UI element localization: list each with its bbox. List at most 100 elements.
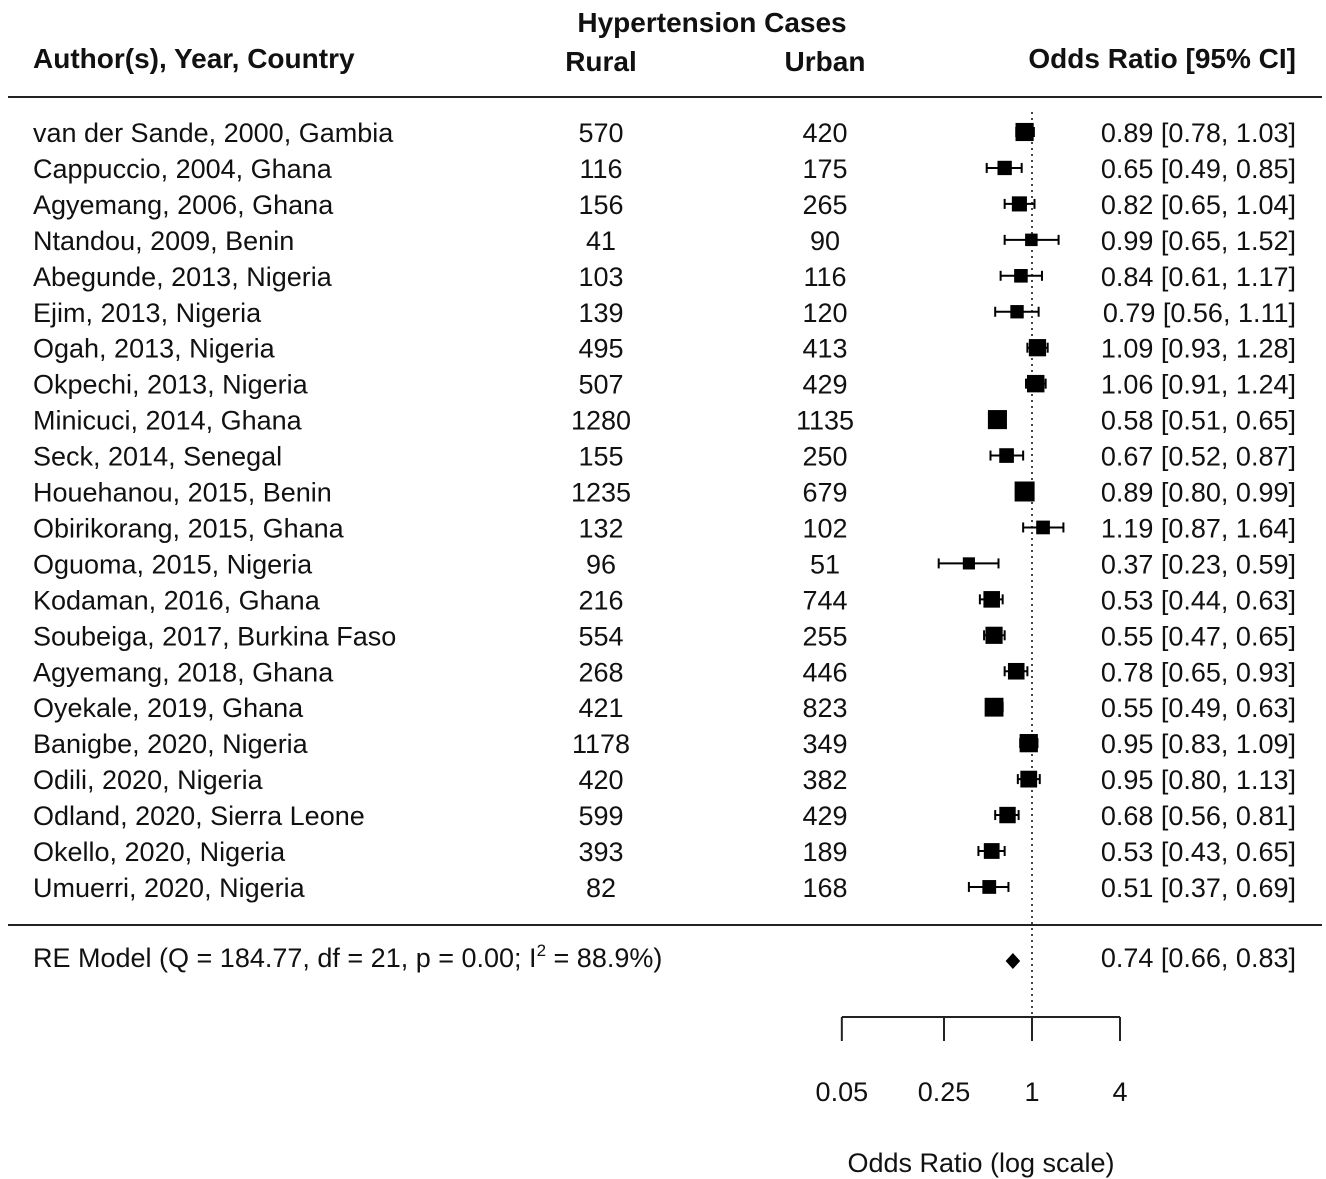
point-estimate — [1011, 196, 1027, 212]
ci-text: 0.58 [0.51, 0.65] — [1101, 406, 1296, 436]
point-estimate — [1010, 305, 1024, 319]
point-estimate — [983, 591, 1000, 608]
study-rows: van der Sande, 2000, Gambia 570 420 0.89 [0… — [33, 118, 1296, 903]
point-estimate — [999, 806, 1016, 824]
study-row: Ejim, 2013, Nigeria 139 120 0.79 [0.56, 1.1… — [33, 298, 1296, 328]
ci-text: 0.53 [0.44, 0.63] — [1101, 585, 1296, 615]
rural-cases: 393 — [578, 837, 623, 867]
urban-cases: 429 — [802, 370, 847, 400]
x-axis-label: Odds Ratio (log scale) — [847, 1148, 1114, 1178]
urban-cases: 255 — [802, 621, 847, 651]
study-label: Houehanou, 2015, Benin — [33, 478, 332, 508]
study-label: Okpechi, 2013, Nigeria — [33, 370, 309, 400]
study-label: Minicuci, 2014, Ghana — [33, 406, 303, 436]
ci-text: 0.89 [0.80, 0.99] — [1101, 478, 1296, 508]
urban-cases: 120 — [802, 298, 847, 328]
urban-cases: 175 — [802, 154, 847, 184]
urban-cases: 349 — [802, 729, 847, 759]
point-estimate — [997, 160, 1012, 176]
ci-text: 0.78 [0.65, 0.93] — [1101, 657, 1296, 687]
rural-cases: 41 — [586, 226, 616, 256]
study-row: Odland, 2020, Sierra Leone 599 429 0.68 [0.… — [33, 801, 1296, 831]
point-estimate — [1014, 269, 1028, 283]
urban-cases: 265 — [802, 190, 847, 220]
ci-text: 0.99 [0.65, 1.52] — [1101, 226, 1296, 256]
rural-cases: 420 — [578, 765, 623, 795]
ci-text: 0.53 [0.43, 0.65] — [1101, 837, 1296, 867]
study-row: Agyemang, 2006, Ghana 156 265 0.82 [0.65, 1… — [33, 190, 1296, 220]
study-label: Odili, 2020, Nigeria — [33, 765, 264, 795]
ci-text: 0.82 [0.65, 1.04] — [1101, 190, 1296, 220]
study-label: Banigbe, 2020, Nigeria — [33, 729, 309, 759]
urban-cases: 189 — [802, 837, 847, 867]
study-row: Minicuci, 2014, Ghana 1280 1135 0.58 [0.51,… — [33, 406, 1296, 436]
point-estimate — [1020, 770, 1038, 788]
x-tick-label: 0.25 — [918, 1077, 971, 1107]
urban-cases: 1135 — [796, 406, 854, 436]
x-tick-label: 4 — [1112, 1077, 1127, 1107]
ci-text: 0.79 [0.56, 1.11] — [1103, 298, 1296, 328]
urban-cases: 823 — [802, 693, 847, 723]
urban-cases: 102 — [802, 513, 847, 543]
point-estimate — [1025, 233, 1038, 247]
study-label: Cappuccio, 2004, Ghana — [33, 154, 333, 184]
urban-cases: 429 — [802, 801, 847, 831]
rural-cases: 421 — [578, 693, 623, 723]
ci-text: 0.68 [0.56, 0.81] — [1101, 801, 1296, 831]
point-estimate — [1019, 734, 1038, 753]
urban-cases: 116 — [803, 262, 846, 292]
rural-cases: 507 — [578, 370, 623, 400]
rural-cases: 1235 — [571, 478, 631, 508]
study-column-header: Author(s), Year, Country — [33, 43, 355, 74]
rural-cases: 1178 — [572, 729, 630, 759]
point-estimate — [962, 557, 975, 570]
ci-text: 0.67 [0.52, 0.87] — [1101, 442, 1296, 472]
study-row: Oguoma, 2015, Nigeria 96 51 0.37 [0.23, 0.5… — [33, 549, 1296, 579]
study-label: Seck, 2014, Senegal — [33, 442, 282, 472]
point-estimate — [1026, 374, 1045, 393]
ci-text: 0.89 [0.78, 1.03] — [1101, 118, 1296, 148]
point-estimate — [983, 843, 1000, 859]
x-tick-label: 0.05 — [816, 1077, 869, 1107]
study-row: Houehanou, 2015, Benin 1235 679 0.89 [0.80,… — [33, 478, 1296, 508]
group-header: Hypertension Cases — [577, 7, 846, 38]
study-row: Seck, 2014, Senegal 155 250 0.67 [0.52, 0.8… — [33, 442, 1296, 472]
study-row: Okello, 2020, Nigeria 393 189 0.53 [0.43, 0… — [33, 837, 1296, 867]
study-label: Ogah, 2013, Nigeria — [33, 334, 276, 364]
study-label: Oguoma, 2015, Nigeria — [33, 549, 313, 579]
urban-cases: 382 — [802, 765, 847, 795]
rural-cases: 216 — [578, 585, 623, 615]
rural-cases: 82 — [586, 873, 616, 903]
study-row: Abegunde, 2013, Nigeria 103 116 0.84 [0.61,… — [33, 262, 1296, 292]
point-estimate — [984, 697, 1004, 717]
summary-label-sup: 2 — [537, 941, 546, 960]
effect-column-header: Odds Ratio [95% CI] — [1028, 43, 1296, 74]
urban-cases: 679 — [802, 478, 847, 508]
rural-cases: 495 — [578, 334, 623, 364]
x-axis-ticks: 0.05 0.25 1 4 — [816, 1017, 1128, 1107]
ci-text: 0.55 [0.49, 0.63] — [1101, 693, 1296, 723]
study-label: Okello, 2020, Nigeria — [33, 837, 286, 867]
study-label: Agyemang, 2018, Ghana — [33, 657, 334, 687]
rural-cases: 156 — [578, 190, 623, 220]
study-label: Umuerri, 2020, Nigeria — [33, 873, 306, 903]
point-estimate — [1036, 520, 1050, 535]
point-estimate — [1014, 481, 1035, 502]
study-label: Abegunde, 2013, Nigeria — [33, 262, 333, 292]
summary-label-suffix: = 88.9%) — [546, 943, 662, 973]
study-label: Obirikorang, 2015, Ghana — [33, 513, 345, 543]
rural-cases: 155 — [578, 442, 623, 472]
urban-cases: 420 — [802, 118, 847, 148]
ci-text: 0.55 [0.47, 0.65] — [1101, 621, 1296, 651]
ci-text: 0.95 [0.83, 1.09] — [1101, 729, 1296, 759]
study-label: Odland, 2020, Sierra Leone — [33, 801, 365, 831]
rural-cases: 554 — [578, 621, 623, 651]
study-label: van der Sande, 2000, Gambia — [33, 118, 394, 148]
urban-cases: 168 — [802, 873, 847, 903]
study-row: Odili, 2020, Nigeria 420 382 0.95 [0.80, 1.… — [33, 765, 1296, 795]
urban-cases: 250 — [802, 442, 847, 472]
ci-text: 0.95 [0.80, 1.13] — [1101, 765, 1296, 795]
rural-cases: 570 — [578, 118, 623, 148]
point-estimate — [985, 626, 1003, 644]
